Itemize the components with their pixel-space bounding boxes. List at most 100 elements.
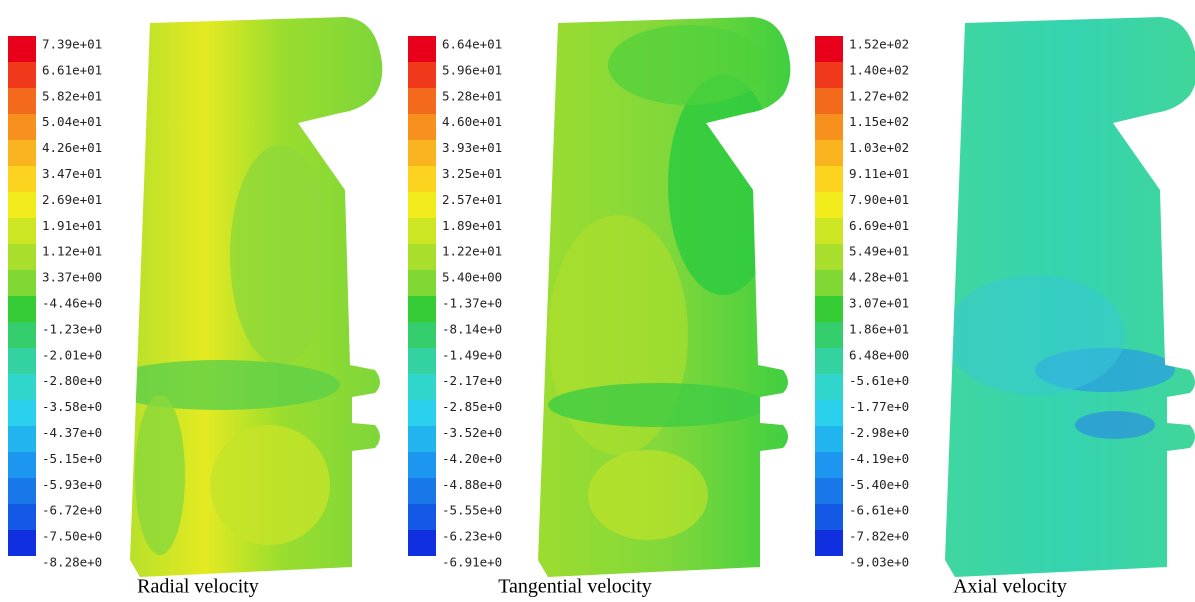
colorbar-label: 1.27e+02 bbox=[849, 88, 909, 103]
radial-contour bbox=[130, 17, 383, 577]
colorbar-band bbox=[408, 88, 436, 114]
colorbar-band bbox=[815, 348, 843, 374]
colorbar-band bbox=[8, 192, 36, 218]
caption: Tangential velocity bbox=[498, 576, 652, 598]
colorbar-label: 5.04e+01 bbox=[42, 114, 102, 129]
colorbar-label: -1.23e+0 bbox=[42, 321, 102, 336]
colorbar-band bbox=[815, 400, 843, 426]
colorbar-band bbox=[408, 114, 436, 140]
colorbar-label: -1.37e+0 bbox=[442, 296, 502, 311]
colorbar-band bbox=[408, 400, 436, 426]
colorbar-band bbox=[815, 452, 843, 478]
colorbar-band bbox=[408, 62, 436, 88]
colorbar-label: -5.55e+0 bbox=[442, 503, 502, 518]
colorbar-band bbox=[815, 36, 843, 62]
colorbar-label: -2.85e+0 bbox=[442, 399, 502, 414]
colorbar-label: 2.69e+01 bbox=[42, 192, 102, 207]
colorbar-label: 5.96e+01 bbox=[442, 62, 502, 77]
colorbar-label: -5.15e+0 bbox=[42, 451, 102, 466]
colorbar-band bbox=[815, 478, 843, 504]
colorbar-label: 1.89e+01 bbox=[442, 218, 502, 233]
colorbar-band bbox=[815, 244, 843, 270]
colorbar-band bbox=[815, 62, 843, 88]
colorbar-band bbox=[8, 62, 36, 88]
colorbar-band bbox=[408, 36, 436, 62]
colorbar-band bbox=[815, 426, 843, 452]
colorbar-band bbox=[8, 36, 36, 62]
colorbar-label: 2.57e+01 bbox=[442, 192, 502, 207]
colorbar-label: -8.14e+0 bbox=[442, 321, 502, 336]
caption: Radial velocity bbox=[137, 576, 259, 598]
colorbar-band bbox=[408, 218, 436, 244]
colorbar-label: -5.40e+0 bbox=[849, 477, 909, 492]
colorbar-label: -2.17e+0 bbox=[442, 373, 502, 388]
colorbar-label: -7.50e+0 bbox=[42, 529, 102, 544]
colorbar-band bbox=[408, 478, 436, 504]
colorbar-label: -4.37e+0 bbox=[42, 425, 102, 440]
colorbar-label: -2.80e+0 bbox=[42, 373, 102, 388]
colorbar-band bbox=[408, 166, 436, 192]
colorbar-band bbox=[408, 322, 436, 348]
colorbar-label: -6.61e+0 bbox=[849, 503, 909, 518]
colorbar-band bbox=[408, 452, 436, 478]
colorbar-band bbox=[8, 322, 36, 348]
colorbar-label: -6.91e+0 bbox=[442, 555, 502, 570]
colorbar-band bbox=[8, 140, 36, 166]
colorbar-band bbox=[8, 452, 36, 478]
colorbar-band bbox=[815, 296, 843, 322]
colorbar-label: -4.20e+0 bbox=[442, 451, 502, 466]
colorbar-label: -4.19e+0 bbox=[849, 451, 909, 466]
colorbar-label: -2.01e+0 bbox=[42, 347, 102, 362]
colorbar-label: -5.61e+0 bbox=[849, 373, 909, 388]
colorbar-band bbox=[815, 192, 843, 218]
colorbar-band bbox=[815, 270, 843, 296]
colorbar-label: -4.88e+0 bbox=[442, 477, 502, 492]
colorbar-band bbox=[8, 218, 36, 244]
colorbar-label: 5.82e+01 bbox=[42, 88, 102, 103]
colorbar-label: 6.61e+01 bbox=[42, 62, 102, 77]
colorbar-band bbox=[8, 530, 36, 556]
colorbar-label: 7.90e+01 bbox=[849, 192, 909, 207]
colorbar-band bbox=[408, 244, 436, 270]
colorbar-label: -1.77e+0 bbox=[849, 399, 909, 414]
colorbar-label: -7.82e+0 bbox=[849, 529, 909, 544]
colorbar-band bbox=[8, 88, 36, 114]
colorbar-label: -3.58e+0 bbox=[42, 399, 102, 414]
colorbar-band bbox=[408, 296, 436, 322]
colorbar-band bbox=[8, 374, 36, 400]
colorbar-band bbox=[408, 426, 436, 452]
tangential-contour bbox=[538, 17, 791, 577]
colorbar-label: 1.91e+01 bbox=[42, 218, 102, 233]
colorbar-band bbox=[8, 114, 36, 140]
colorbar-label: -4.46e+0 bbox=[42, 296, 102, 311]
colorbar-label: -9.03e+0 bbox=[849, 555, 909, 570]
colorbar-label: -2.98e+0 bbox=[849, 425, 909, 440]
colorbar-label: 1.40e+02 bbox=[849, 62, 909, 77]
colorbar-label: 9.11e+01 bbox=[849, 166, 909, 181]
colorbar-band bbox=[408, 530, 436, 556]
colorbar-band bbox=[8, 504, 36, 530]
colorbar-label: 3.25e+01 bbox=[442, 166, 502, 181]
colorbar-label: 4.60e+01 bbox=[442, 114, 502, 129]
colorbar-band bbox=[815, 322, 843, 348]
colorbar-band bbox=[408, 140, 436, 166]
colorbar-label: -6.23e+0 bbox=[442, 529, 502, 544]
colorbar-label: 1.03e+02 bbox=[849, 140, 909, 155]
colorbar-label: 6.64e+01 bbox=[442, 37, 502, 52]
colorbar-label: 3.93e+01 bbox=[442, 140, 502, 155]
colorbar-label: 1.12e+01 bbox=[42, 244, 102, 259]
colorbar-label: -3.52e+0 bbox=[442, 425, 502, 440]
caption: Axial velocity bbox=[953, 576, 1067, 598]
colorbar-label: 5.28e+01 bbox=[442, 88, 502, 103]
colorbar-band bbox=[815, 166, 843, 192]
colorbar-label: 3.37e+00 bbox=[42, 270, 102, 285]
colorbar-band bbox=[8, 166, 36, 192]
colorbar-band bbox=[408, 270, 436, 296]
colorbar-label: -5.93e+0 bbox=[42, 477, 102, 492]
colorbar-label: -8.28e+0 bbox=[42, 555, 102, 570]
colorbar-label: 4.28e+01 bbox=[849, 270, 909, 285]
colorbar-band bbox=[815, 504, 843, 530]
colorbar-label: 1.22e+01 bbox=[442, 244, 502, 259]
colorbar-label: 6.48e+00 bbox=[849, 347, 909, 362]
